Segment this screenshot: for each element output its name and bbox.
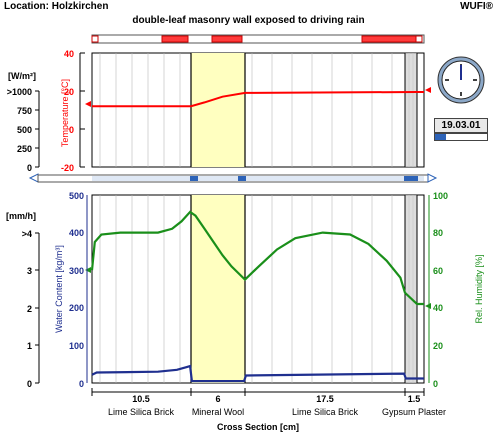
wc-tick-300: 300 [69,266,84,276]
temp-tick-neg20: -20 [61,163,74,173]
scroll-thumb-3[interactable] [361,35,417,43]
scroll-thumb-1[interactable] [161,35,189,43]
layer-3-name: Lime Silica Brick [292,407,359,417]
water-content-axis-label: Water Content [kg/m³] [54,245,64,333]
layer-2-name: Mineral Wool [192,407,244,417]
layer-4-thickness: 1.5 [408,394,421,404]
rad-tick-0: 0 [27,163,32,173]
rh-tick-80: 80 [433,228,443,238]
rain-axis [35,232,40,384]
wc-tick-400: 400 [69,228,84,238]
temperature-axis-label: Temperature [°C] [60,79,70,147]
outside-rh-marker [425,303,431,309]
time-scrollbar[interactable] [91,34,425,44]
temp-tick-40: 40 [64,49,74,59]
rh-tick-0: 0 [433,379,438,389]
cross-section-scrollbar[interactable] [28,173,438,183]
scroll-thumb-2[interactable] [211,35,243,43]
layer-2-thickness: 6 [215,394,220,404]
rad-tick-250: 250 [17,144,32,154]
temperature-line [92,91,424,108]
rain-tick-3: 3 [27,266,32,276]
clock-icon [437,56,485,104]
layer-1-name: Lime Silica Brick [108,407,175,417]
scroll-thumb-left[interactable] [190,176,198,181]
x-axis-label: Cross Section [cm] [217,422,299,432]
layer-1-thickness: 10.5 [132,394,150,404]
brand-label: WUFI® [460,1,493,12]
rain-unit: [mm/h] [6,211,36,221]
rh-tick-100: 100 [433,191,448,201]
water-content-line [91,364,424,383]
rain-tick-4: >4 [22,229,32,239]
scroll-thumb-right[interactable] [404,176,418,181]
wc-tick-100: 100 [69,341,84,351]
date-progress-bar [434,133,488,141]
layer-4-name: Gypsum Plaster [382,407,446,417]
radiation-axis [35,90,40,168]
temperature-axis [79,52,85,168]
rad-tick-1000: >1000 [7,87,32,97]
temp-tick-0: 0 [69,125,74,135]
humidity-line [90,210,424,306]
rain-tick-2: 2 [27,304,32,314]
chart-title: double-leaf masonry wall exposed to driv… [132,15,365,26]
location-label: Location: Holzkirchen [4,1,109,12]
scroll-thumb-mid[interactable] [238,176,246,181]
wc-tick-500: 500 [69,191,84,201]
cross-section-axis [91,388,425,396]
wc-tick-200: 200 [69,303,84,313]
date-progress-fill [435,134,446,140]
rh-tick-40: 40 [433,303,443,313]
moisture-chart [85,194,431,384]
bottom-grid [99,195,414,383]
layer-3-thickness: 17.5 [316,394,334,404]
temperature-chart [85,52,431,168]
rh-tick-60: 60 [433,266,443,276]
wc-tick-0: 0 [79,379,84,389]
radiation-unit: [W/m²] [8,71,36,81]
inside-rh-marker [85,267,91,273]
rain-tick-0: 0 [27,379,32,389]
date-display: 19.03.01 [434,118,488,133]
inside-temp-marker [85,101,91,107]
rad-tick-500: 500 [17,125,32,135]
outside-temp-marker [425,87,431,93]
rad-tick-750: 750 [17,106,32,116]
temp-tick-20: 20 [64,87,74,97]
rh-axis-label: Rel. Humidity [%] [474,254,484,323]
rain-tick-1: 1 [27,341,32,351]
rh-tick-20: 20 [433,341,443,351]
